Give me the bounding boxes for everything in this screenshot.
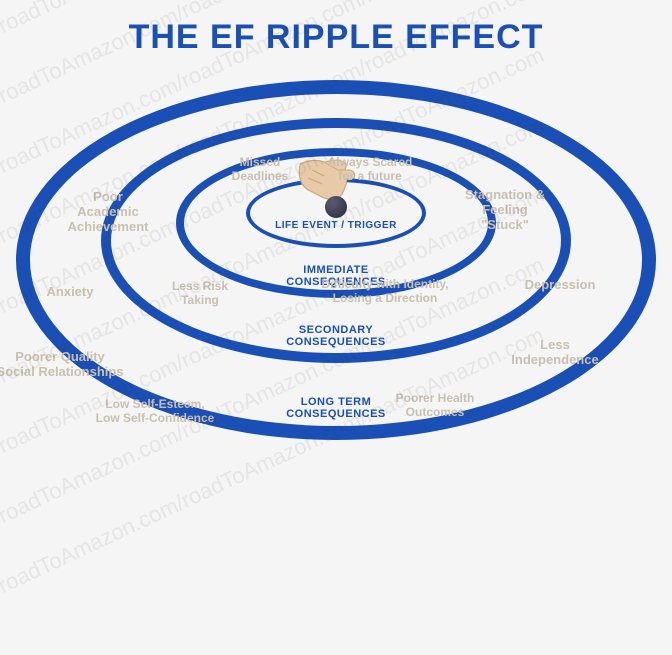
consequence-term: Low Self-Esteem,Low Self-Confidence	[96, 398, 215, 426]
consequence-term: PoorAcademicAchievement	[68, 190, 149, 235]
ring-label-secondary: SECONDARYCONSEQUENCES	[286, 324, 386, 348]
consequence-term: Always Scaredfor a future	[328, 156, 413, 184]
page-title: THE EF RIPPLE EFFECT	[0, 0, 672, 57]
consequence-term: Depression	[525, 278, 596, 293]
consequence-term: Stagnation &Feeling"Stuck"	[465, 188, 545, 233]
ring-label-longterm: LONG TERMCONSEQUENCES	[286, 396, 386, 420]
diagram-stage: LIFE EVENT / TRIGGER IMMEDIATECONSEQUENC…	[0, 60, 672, 503]
consequence-term: LessIndependence	[511, 338, 598, 368]
ring-label-trigger: LIFE EVENT / TRIGGER	[275, 220, 397, 231]
consequence-term: Less RiskTaking	[172, 280, 228, 308]
consequence-term: Poorer QualitySocial Relationships	[0, 350, 124, 380]
consequence-term: MissedDeadlines	[232, 156, 289, 184]
consequence-term: Poorer HealthOutcomes	[396, 392, 475, 420]
consequence-term: Difficulty with Identity,Losing a Direct…	[321, 278, 448, 306]
consequence-term: Anxiety	[47, 285, 94, 300]
center-event-dot	[325, 196, 347, 218]
